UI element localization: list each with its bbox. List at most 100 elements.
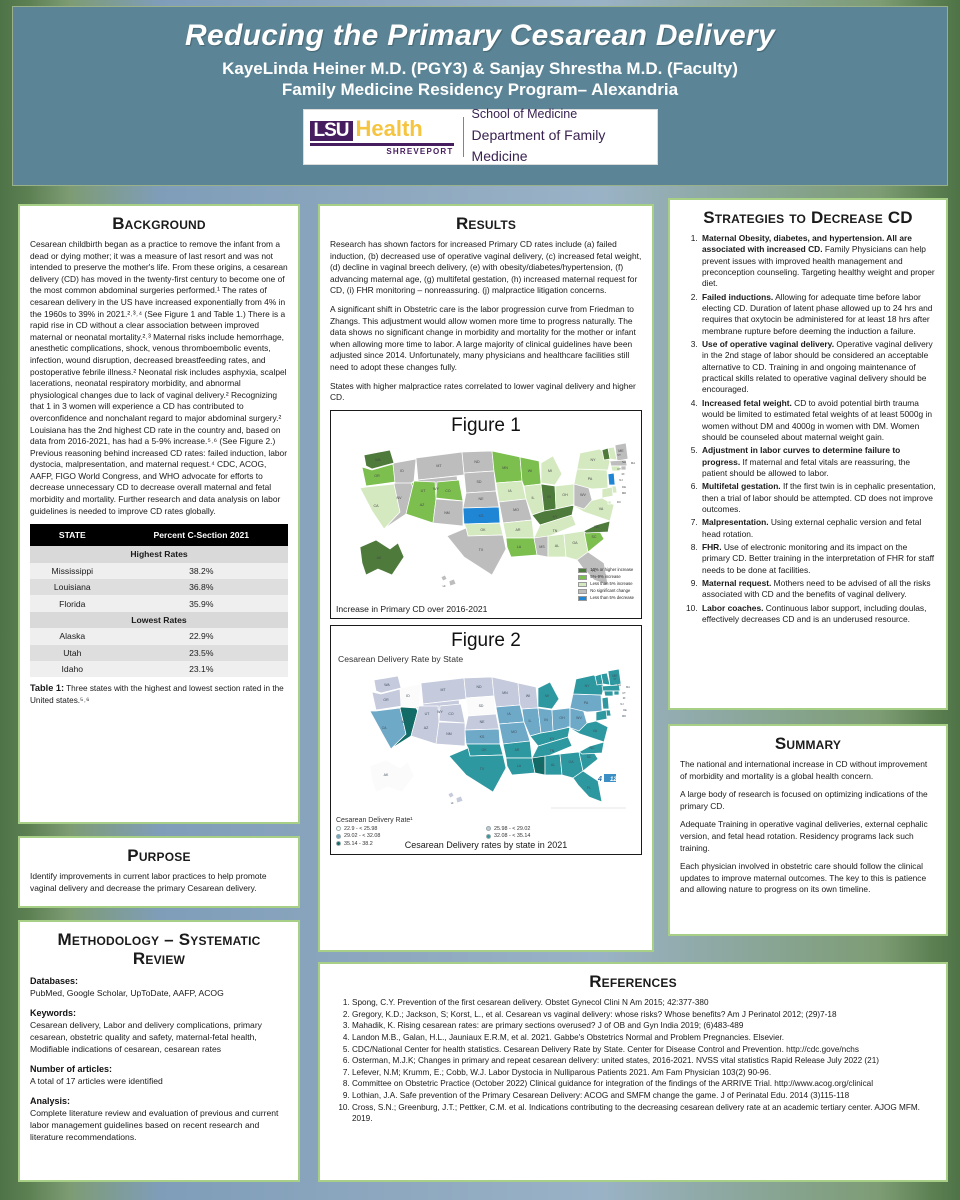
- summary-paragraph: Adequate Training in operative vaginal d…: [680, 819, 928, 853]
- svg-text:NY: NY: [585, 684, 591, 688]
- legend-label: 22.9 - < 25.98: [344, 825, 378, 832]
- svg-text:ND: ND: [474, 460, 480, 464]
- list-item: Cross, S.N.; Greenburg, J.T.; Pettker, C…: [352, 1102, 936, 1125]
- legend-item: Less than 5% increase: [578, 581, 634, 588]
- legend-swatch: [486, 826, 491, 832]
- table-row: Louisiana 36.8%: [30, 579, 288, 596]
- svg-text:KS: KS: [479, 514, 484, 518]
- strategy-text: Allowing for adequate time before labor …: [702, 291, 933, 336]
- table-row: Alaska 22.9%: [30, 628, 288, 645]
- methodology-block-databases: Databases: PubMed, Google Scholar, UpToD…: [30, 976, 288, 999]
- svg-text:ID: ID: [406, 694, 410, 698]
- section-methodology: Methodology – Systematic Review Database…: [18, 920, 300, 1182]
- svg-text:SD: SD: [479, 704, 484, 708]
- legend-label: 5%-9% increase: [590, 574, 621, 580]
- svg-text:IN: IN: [544, 718, 548, 722]
- legend-label: Less than 5% decrease: [590, 594, 634, 600]
- svg-text:OR: OR: [383, 698, 389, 702]
- table-group-row: Highest Rates: [30, 546, 288, 563]
- legend-swatch: [486, 833, 491, 839]
- svg-text:TX: TX: [479, 548, 484, 552]
- svg-text:WA: WA: [375, 458, 381, 462]
- svg-text:ME: ME: [618, 449, 624, 453]
- svg-text:MI: MI: [548, 469, 552, 473]
- svg-text:CA: CA: [382, 726, 388, 730]
- summary-paragraph: A large body of research is focused on o…: [680, 789, 928, 811]
- methodology-block-article-count: Number of articles: A total of 17 articl…: [30, 1064, 288, 1087]
- purpose-paragraph: Identify improvements in current labor p…: [30, 871, 267, 893]
- svg-text:KY: KY: [550, 737, 555, 741]
- strategy-title: Adjustment in labor curves to determine …: [702, 445, 901, 467]
- section-strategies: Strategies to Decrease CD Maternal Obesi…: [668, 198, 948, 710]
- svg-text:WY: WY: [437, 710, 443, 714]
- table-col-percent: Percent C-Section 2021: [114, 524, 288, 547]
- svg-text:WV: WV: [580, 493, 586, 497]
- svg-text:AZ: AZ: [420, 503, 425, 507]
- section-references: References Spong, C.Y. Prevention of the…: [318, 962, 948, 1182]
- list-item: FHR. Use of electronic monitoring and it…: [700, 542, 936, 576]
- purpose-heading: Purpose: [127, 846, 191, 865]
- svg-text:RI: RI: [622, 472, 625, 476]
- list-item: Adjustment in labor curves to determine …: [700, 445, 936, 479]
- svg-text:KY: KY: [553, 515, 558, 519]
- svg-text:NJ: NJ: [619, 478, 623, 482]
- strategy-text: Operative vaginal delivery in the 2nd st…: [702, 339, 933, 395]
- methodology-value: PubMed, Google Scholar, UpToDate, AAFP, …: [30, 988, 224, 999]
- legend-label: 29.02 - < 32.08: [344, 833, 381, 840]
- table-row: Utah 23.5%: [30, 644, 288, 661]
- legend-item: 10% or higher increase: [578, 567, 634, 574]
- svg-text:PA: PA: [588, 477, 593, 481]
- svg-text:MA: MA: [626, 685, 630, 689]
- legend-label: No significant change: [590, 587, 631, 593]
- svg-text:ID: ID: [400, 469, 404, 473]
- summary-body: The national and international increase …: [680, 759, 936, 896]
- strategies-heading: Strategies to Decrease CD: [703, 208, 913, 227]
- table-group-row: Lowest Rates: [30, 611, 288, 629]
- methodology-label: Analysis:: [30, 1096, 71, 1107]
- svg-text:DE: DE: [623, 708, 627, 712]
- legend-swatch: [578, 595, 588, 601]
- legend-swatch: [336, 826, 341, 832]
- svg-text:MT: MT: [436, 464, 442, 468]
- list-item: Increased fetal weight. CD to avoid pote…: [700, 398, 936, 443]
- svg-text:WY: WY: [433, 487, 439, 491]
- strategy-title: FHR.: [702, 541, 722, 552]
- methodology-block-keywords: Keywords: Cesarean delivery, Labor and d…: [30, 1008, 288, 1055]
- list-item: Landon M.B., Galan, H.L., Jauniaux E.R.M…: [352, 1032, 936, 1044]
- svg-text:DC: DC: [617, 500, 621, 504]
- svg-text:NH: NH: [622, 460, 626, 464]
- strategy-text: Continuous labor support, including doul…: [702, 602, 927, 624]
- table-cell-value: 35.9%: [114, 595, 288, 612]
- svg-text:MA: MA: [631, 461, 635, 465]
- svg-text:AK: AK: [384, 773, 389, 777]
- svg-text:MI: MI: [545, 694, 549, 698]
- svg-text:FL: FL: [587, 786, 591, 790]
- poster-header: Reducing the Primary Cesarean Delivery K…: [12, 6, 948, 186]
- table-cell-value: 36.8%: [114, 579, 288, 596]
- table-caption-label: Table 1:: [30, 683, 65, 694]
- svg-text:RI: RI: [623, 696, 626, 700]
- svg-text:MT: MT: [440, 688, 446, 692]
- section-purpose: Purpose Identify improvements in current…: [18, 836, 300, 908]
- svg-text:MS: MS: [539, 545, 545, 549]
- strategy-title: Labor coaches.: [702, 602, 764, 613]
- svg-text:OK: OK: [481, 748, 487, 752]
- svg-text:NV: NV: [397, 496, 403, 500]
- methodology-value: Complete literature review and evaluatio…: [30, 1108, 279, 1143]
- figure-2: Figure 2 Cesarean Delivery Rate by State: [330, 624, 642, 856]
- strategy-text: Use of electronic monitoring and its imp…: [702, 541, 935, 575]
- strategy-title: Maternal Obesity, diabetes, and hyperten…: [702, 233, 912, 255]
- strategy-text: Mothers need to be advised of all the ri…: [702, 577, 931, 600]
- methodology-heading: Methodology – Systematic Review: [30, 930, 288, 968]
- svg-text:AK: AK: [377, 556, 382, 560]
- lsu-mark-icon: LSU: [309, 120, 353, 141]
- list-item: Lothian, J.A. Safe prevention of the Pri…: [352, 1090, 936, 1102]
- legend-label: 25.98 - < 29.02: [494, 825, 531, 832]
- svg-text:123: 123: [610, 777, 621, 783]
- table-cell-state: Florida: [30, 595, 115, 612]
- legend-swatch: [578, 588, 588, 594]
- legend-swatch: [336, 841, 341, 847]
- list-item: Maternal Obesity, diabetes, and hyperten…: [700, 233, 936, 290]
- references-list: Spong, C.Y. Prevention of the first cesa…: [330, 997, 936, 1125]
